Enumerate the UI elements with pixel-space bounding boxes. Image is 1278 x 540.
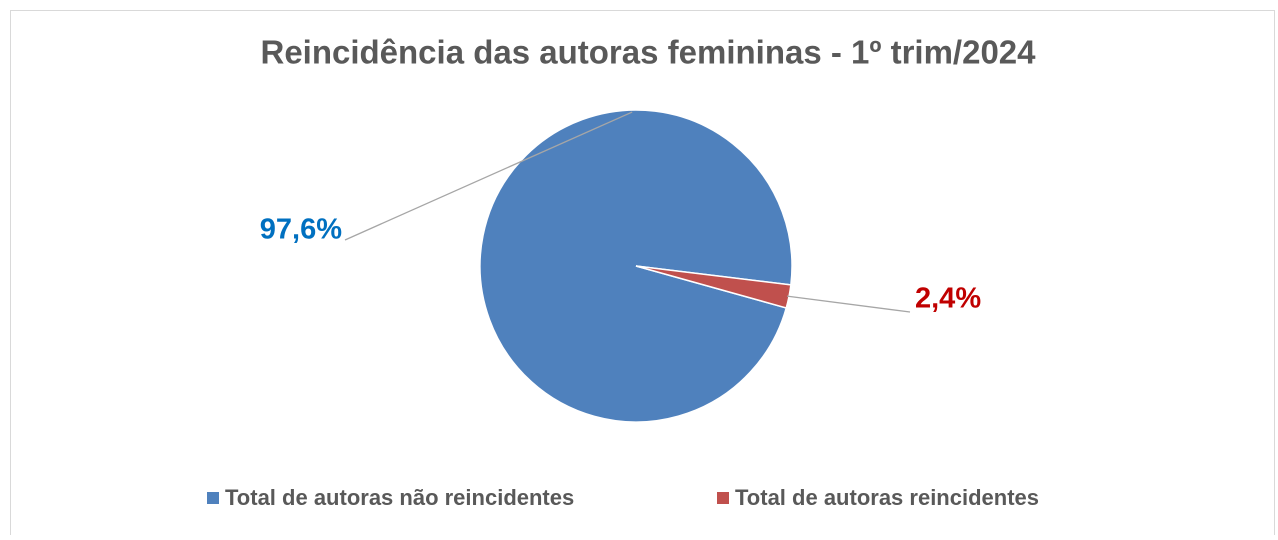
- legend-swatch: [207, 492, 219, 504]
- legend-label: Total de autoras reincidentes: [735, 485, 1039, 510]
- data-label: 2,4%: [915, 283, 981, 315]
- data-label: 97,6%: [260, 214, 342, 246]
- leader-line: [344, 111, 633, 241]
- chart-title: Reincidência das autoras femininas - 1º …: [260, 34, 1036, 71]
- legend-label: Total de autoras não reincidentes: [225, 485, 574, 510]
- leader-line: [786, 295, 911, 313]
- legend-swatch: [717, 492, 729, 504]
